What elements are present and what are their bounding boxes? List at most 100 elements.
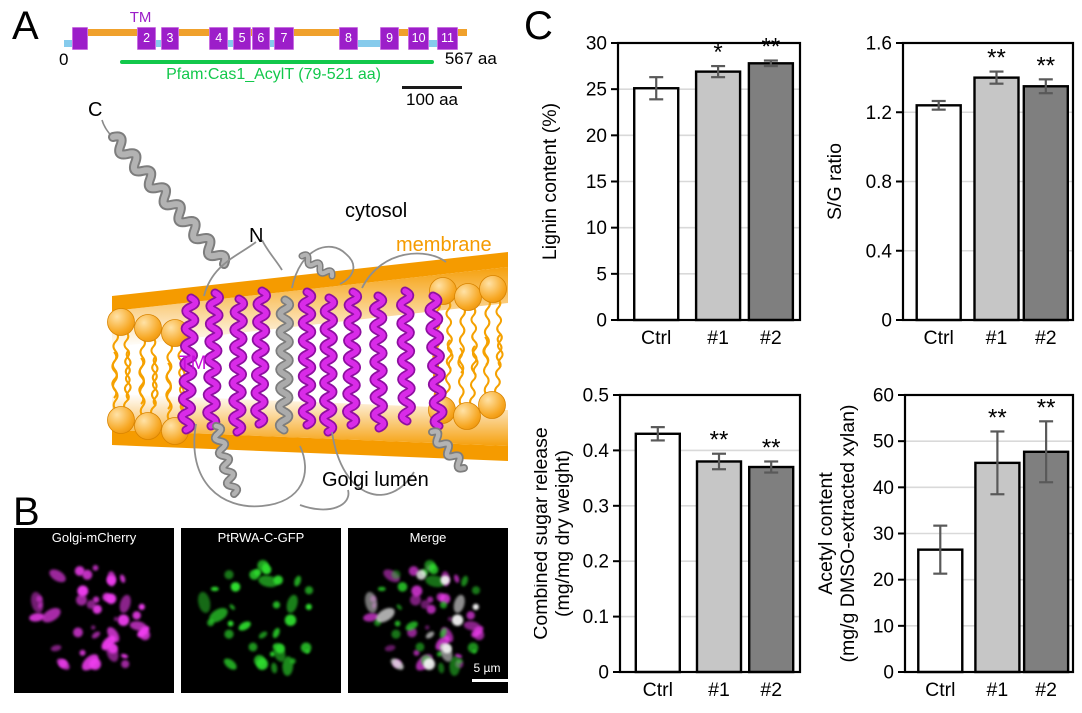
panel-a-label: A: [12, 4, 39, 48]
lumen-loop-segment: [427, 40, 438, 47]
merge-title: Merge: [409, 530, 447, 545]
golgi-mcherry-image: Golgi-mCherry: [14, 528, 174, 693]
protein-structure-model: [101, 119, 508, 511]
y-tick-label: 0.1: [583, 607, 609, 628]
sequence-start-label: 0: [59, 50, 69, 69]
x-category-label: #2: [1035, 679, 1057, 701]
y-tick-label: 30: [873, 524, 894, 545]
y-tick-label: 0.4: [866, 241, 893, 262]
ptrwa-c-gfp-title: PtRWA-C-GFP: [217, 530, 305, 545]
golgi-mcherry-title: Golgi-mCherry: [51, 530, 137, 545]
x-category-label: #2: [760, 679, 782, 701]
y-tick-label: 10: [873, 616, 894, 637]
sg-ratio-chart: 0 0.4 0.8 1.2 1.6 Ctrl ** #1 ** #2 S/G ratio: [824, 34, 1075, 349]
significance-marker: **: [1036, 52, 1055, 79]
sequence-end-label: 567 aa: [444, 49, 497, 68]
y-axis-label: S/G ratio: [824, 143, 846, 220]
y-tick-label: 50: [873, 432, 894, 453]
cytosol-loop-segment: [86, 29, 138, 36]
tm-box-1: [72, 27, 89, 50]
sugar-release-chart: 0 0.1 0.2 0.3 0.4 0.5 Ctrl ** #1 ** #2 Combined sug…: [534, 386, 802, 701]
x-category-label: #1: [707, 327, 729, 349]
n-terminus-label: N: [249, 225, 264, 247]
ptrwa-c-gfp-canvas: [181, 528, 341, 693]
tm-box-10: 10: [408, 27, 430, 50]
tm-box-8: 8: [339, 27, 358, 50]
aa-scale-label: 100 aa: [406, 90, 458, 109]
cytosol-loop-segment: [396, 29, 409, 36]
tm-box-6: 6: [251, 27, 270, 50]
x-category-label: Ctrl: [643, 679, 673, 701]
significance-marker: **: [762, 34, 781, 61]
aa-scale-bar: [402, 86, 462, 89]
golgi-mcherry-canvas: [14, 528, 174, 693]
tm-box-4: 4: [209, 27, 228, 50]
bar-Ctrl: [915, 104, 962, 322]
bar-#1: [974, 461, 1021, 674]
lumen-loop-segment: [153, 40, 161, 47]
y-tick-label: 20: [873, 570, 894, 591]
x-category-label: #1: [986, 327, 1008, 349]
y-tick-label: 0: [881, 311, 892, 332]
micro-scale-bar: [472, 679, 508, 682]
tm-domain-label: TM: [129, 9, 152, 26]
panel-c-label: C: [524, 4, 553, 48]
bar-#1: [695, 460, 743, 674]
tm-box-5: 5: [232, 27, 252, 50]
micro-scale-label: 5 µm: [473, 661, 501, 675]
plot-frame: [618, 393, 802, 674]
y-axis-label: (mg/mg dry weight): [552, 450, 574, 617]
tm-box-3: 3: [160, 27, 180, 50]
x-category-label: Ctrl: [641, 327, 671, 349]
panel-b-label: B: [13, 490, 40, 534]
y-tick-label: 60: [873, 386, 894, 407]
x-category-label: Ctrl: [925, 679, 955, 701]
significance-marker: **: [710, 427, 729, 454]
y-axis-label: Lignin content (%): [539, 103, 561, 260]
ptrwa-c-gfp-image: PtRWA-C-GFP: [181, 528, 341, 693]
plot-frame: [903, 393, 1075, 674]
y-tick-label: 0: [598, 663, 609, 684]
bar-#1: [694, 70, 742, 322]
tm-helices-label: TM: [179, 353, 207, 374]
bar-Ctrl: [634, 432, 682, 674]
significance-marker: **: [987, 45, 1006, 72]
x-category-label: #1: [708, 679, 730, 701]
y-tick-label: 0.4: [583, 441, 610, 462]
y-tick-label: 20: [586, 126, 607, 147]
lumen-loop-segment: [64, 40, 73, 47]
significance-marker: **: [1037, 394, 1056, 421]
lignin-content-chart: 0 5 10 15 20 25 30 Ctrl * #1 ** #2 Lignin content (%…: [539, 34, 802, 349]
y-tick-label: 0.2: [583, 552, 609, 573]
x-category-label: #1: [987, 679, 1009, 701]
tm-box-7: 7: [274, 27, 294, 50]
y-tick-label: 0.8: [866, 172, 892, 193]
y-axis-label: Combined sugar release: [534, 427, 552, 639]
pfam-domain-label: Pfam:Cas1_AcylT (79-521 aa): [166, 66, 382, 83]
tm-box-11: 11: [437, 27, 458, 50]
bar-Ctrl: [633, 87, 680, 322]
bar-#2: [1022, 85, 1070, 322]
y-tick-label: 25: [586, 80, 607, 101]
y-axis-label: (mg/g DMSO-extracted xylan): [837, 405, 859, 663]
pfam-domain-bar: [120, 60, 435, 64]
y-tick-label: 5: [596, 264, 607, 285]
x-category-label: #2: [760, 327, 782, 349]
y-tick-label: 10: [586, 218, 607, 239]
tm-box-2: 2: [137, 27, 156, 50]
significance-marker: *: [713, 39, 722, 66]
y-tick-label: 0.3: [583, 496, 609, 517]
lumen-loop-segment: [355, 40, 381, 47]
y-tick-label: 15: [586, 172, 607, 193]
bar-#2: [1022, 450, 1070, 674]
ribbon-loops: [193, 239, 447, 511]
c-terminus-label: C: [88, 99, 103, 121]
plot-frame: [616, 41, 802, 322]
y-tick-label: 1.2: [866, 103, 892, 124]
lumen-loop-segment: [267, 40, 276, 47]
x-category-label: #2: [1035, 327, 1057, 349]
y-tick-label: 0: [883, 663, 894, 684]
membrane-top-slab: [112, 252, 508, 311]
y-axis-label: Acetyl content: [815, 472, 837, 595]
